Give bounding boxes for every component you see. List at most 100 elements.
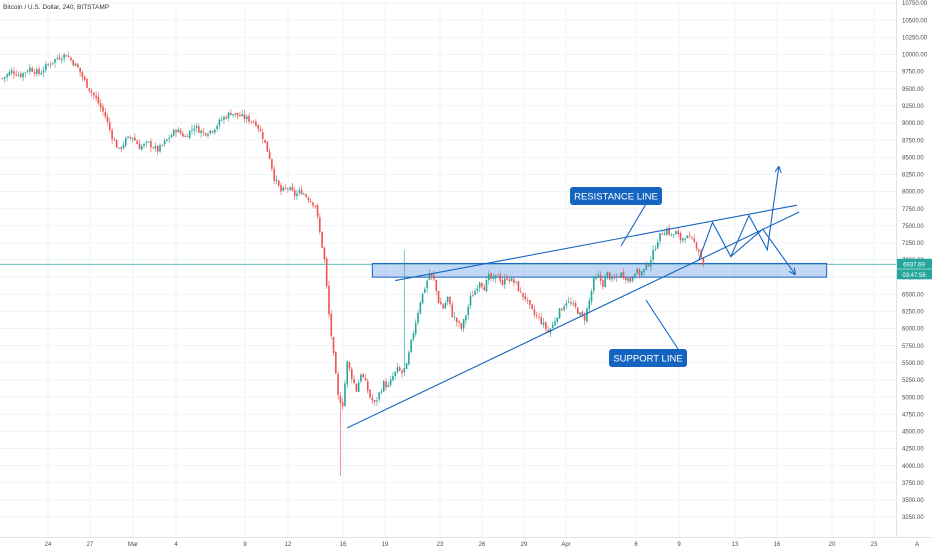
candle-body — [417, 312, 419, 323]
candle-body — [428, 273, 431, 280]
price-tick-label: 6500.00 — [902, 292, 924, 298]
price-tick-label: 8500.00 — [902, 155, 924, 161]
candle-body — [698, 249, 700, 252]
candle-body — [659, 233, 661, 242]
candle-body — [277, 180, 280, 186]
candle-body — [385, 381, 387, 388]
candle-body — [636, 269, 638, 274]
candle-body — [93, 92, 95, 96]
price-tick-label: 4500.00 — [902, 430, 924, 436]
candle-body — [184, 136, 186, 137]
candle-body — [392, 376, 394, 381]
candle-body — [494, 274, 497, 279]
candle-body — [410, 339, 412, 352]
candle-body — [567, 301, 570, 303]
candle-body — [275, 179, 278, 182]
candle-body — [597, 275, 600, 277]
auto-scale-button[interactable]: A — [915, 542, 919, 548]
candle-body — [150, 141, 152, 148]
candle-body — [200, 130, 202, 134]
candle-body — [389, 379, 392, 386]
candle-body — [99, 103, 102, 108]
candle-body — [524, 296, 527, 300]
price-tick-label: 9000.00 — [902, 121, 924, 127]
resistance-callout-pointer — [620, 203, 647, 247]
candle-body — [693, 238, 696, 242]
candle-body — [282, 187, 285, 191]
candle-body — [684, 239, 686, 240]
price-tick-label: 5000.00 — [902, 395, 924, 401]
candle-body — [640, 271, 643, 275]
price-tick-label: 5250.00 — [902, 378, 924, 384]
candle-body — [458, 321, 460, 323]
candle-body — [255, 121, 257, 126]
candle-body — [421, 293, 424, 304]
candle-body — [214, 129, 216, 133]
support-callout-pointer — [645, 299, 679, 350]
candle-body — [29, 67, 31, 72]
time-tick-label: 9 — [677, 542, 681, 548]
candle-body — [193, 128, 196, 131]
grid — [0, 2, 896, 537]
candle-body — [364, 378, 367, 381]
candle-body — [145, 141, 148, 143]
candle-body — [309, 201, 312, 203]
candle-body — [517, 281, 520, 292]
candle-body — [49, 64, 52, 66]
price-tick-label: 9250.00 — [902, 104, 924, 110]
candle-body — [378, 392, 380, 400]
candle-body — [645, 263, 648, 270]
candle-body — [501, 280, 504, 285]
price-tick-label: 3750.00 — [902, 481, 924, 487]
candle-body — [419, 302, 422, 314]
candle-body — [487, 274, 490, 281]
price-tick-label: 10500.00 — [902, 18, 928, 24]
candle-body — [652, 250, 654, 260]
candle-body — [469, 295, 472, 306]
candle-body — [42, 70, 45, 73]
candle-body — [293, 190, 296, 196]
candle-body — [147, 141, 150, 143]
candle-body — [54, 59, 56, 63]
price-tick-label: 10000.00 — [902, 53, 928, 59]
candle-body — [77, 64, 79, 68]
candle-body — [15, 74, 17, 76]
candle-body — [490, 273, 492, 279]
candle-body — [86, 78, 88, 88]
candle-body — [608, 272, 611, 280]
price-tick-label: 4750.00 — [902, 412, 924, 418]
candle-body — [175, 130, 177, 133]
candle-body — [252, 122, 255, 124]
projection-path-down — [730, 228, 795, 274]
price-axis[interactable]: 10750.00 10500.00 10250.00 10000.00 9750.00 9… — [896, 0, 932, 550]
candle-body — [661, 233, 664, 235]
candle-body — [296, 193, 298, 197]
candle-body — [307, 197, 310, 201]
candle-body — [232, 114, 234, 116]
candle-body — [442, 304, 444, 309]
price-tick-label: 7750.00 — [902, 207, 924, 213]
candle-body — [435, 280, 438, 291]
candle-body — [688, 235, 691, 237]
candle-body — [465, 315, 467, 321]
candle-body — [471, 295, 474, 297]
candle-body — [131, 137, 134, 139]
candle-body — [198, 126, 200, 133]
candle-body — [88, 88, 91, 91]
candle-body — [97, 96, 100, 104]
candle-body — [556, 317, 559, 322]
candle-body — [446, 296, 449, 303]
candle-body — [579, 312, 581, 315]
candle-body — [216, 125, 218, 129]
candle-body — [604, 277, 607, 288]
candle-body — [24, 72, 27, 74]
time-axis[interactable]: 24 27 Mar 4 9 12 16 19 23 26 29 Apr 6 9 13 16 20 23 A — [0, 537, 932, 549]
candle-body — [481, 283, 483, 287]
resistance-line — [395, 204, 798, 282]
candle-body — [163, 140, 166, 145]
candle-body — [287, 188, 289, 190]
candle-body — [172, 129, 175, 136]
candle-body — [581, 312, 584, 315]
candle-body — [234, 112, 237, 115]
candle-body — [611, 277, 613, 280]
